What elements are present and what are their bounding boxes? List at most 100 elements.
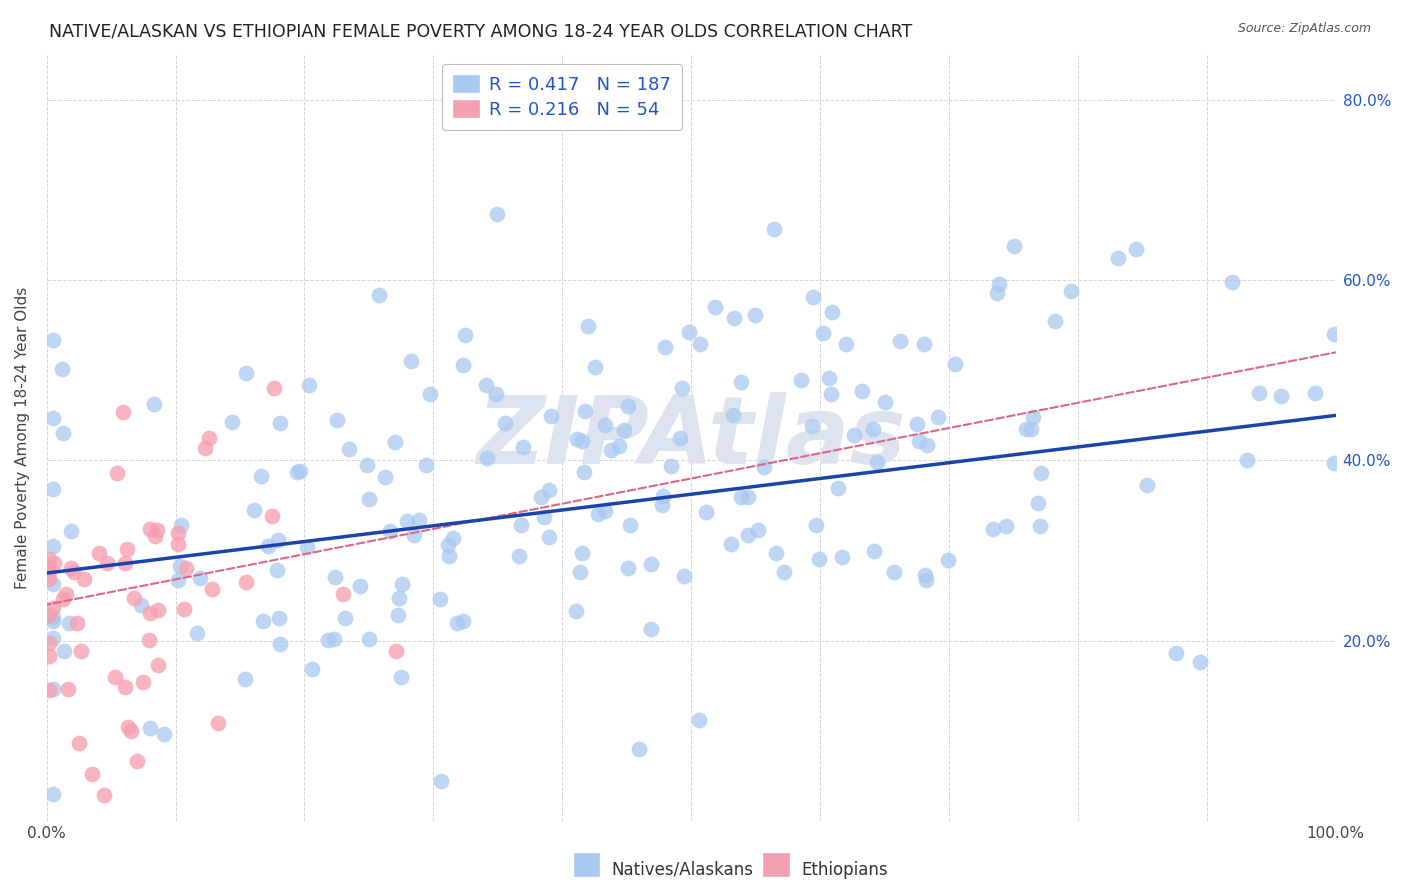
Point: [1270, 389, 1292, 403]
Point: [827, 481, 849, 495]
Point: [1236, 453, 1258, 467]
Point: [114, 556, 136, 570]
Point: [301, 662, 323, 676]
Point: [120, 723, 142, 738]
Point: [851, 384, 873, 398]
Point: [1249, 386, 1271, 401]
Point: [703, 300, 725, 314]
Point: [89, 546, 111, 560]
Point: [510, 518, 533, 533]
Point: [419, 386, 441, 401]
Point: [104, 670, 127, 684]
Point: [415, 458, 437, 472]
Point: [42, 682, 65, 697]
Point: [437, 549, 460, 564]
Point: [42, 556, 65, 570]
Point: [80, 767, 103, 781]
Point: [773, 566, 796, 580]
Point: [494, 416, 516, 430]
Point: [52, 592, 75, 607]
Y-axis label: Female Poverty Among 18-24 Year Olds: Female Poverty Among 18-24 Year Olds: [15, 287, 30, 589]
Point: [374, 470, 396, 484]
Point: [325, 569, 347, 583]
Point: [844, 428, 866, 442]
Point: [485, 386, 508, 401]
Point: [269, 637, 291, 651]
Point: [1322, 457, 1344, 471]
Point: [994, 519, 1017, 533]
Point: [533, 509, 555, 524]
Point: [42, 631, 65, 645]
Point: [454, 328, 477, 343]
Text: Source: ZipAtlas.com: Source: ZipAtlas.com: [1237, 22, 1371, 36]
Point: [389, 670, 412, 684]
Point: [41, 600, 63, 615]
Point: [326, 413, 349, 427]
Point: [628, 742, 651, 756]
Point: [385, 644, 408, 658]
Point: [430, 774, 453, 789]
Point: [600, 442, 623, 457]
Point: [402, 527, 425, 541]
Point: [943, 357, 966, 371]
Point: [475, 377, 498, 392]
Point: [873, 395, 896, 409]
Point: [988, 277, 1011, 292]
Point: [266, 533, 288, 548]
Point: [142, 397, 165, 411]
Point: [42, 333, 65, 347]
Point: [235, 366, 257, 380]
Point: [485, 206, 508, 220]
Point: [640, 557, 662, 571]
Point: [571, 546, 593, 560]
Point: [1136, 477, 1159, 491]
Point: [115, 541, 138, 556]
Point: [38, 565, 60, 579]
Point: [42, 609, 65, 624]
Point: [737, 528, 759, 542]
Point: [252, 614, 274, 628]
Point: [408, 513, 430, 527]
Point: [221, 415, 243, 429]
Point: [1019, 422, 1042, 436]
Point: [399, 353, 422, 368]
Point: [576, 319, 599, 334]
Point: [169, 558, 191, 573]
Point: [565, 432, 588, 446]
Point: [359, 632, 381, 647]
Point: [58, 615, 80, 630]
Point: [194, 441, 217, 455]
Point: [1125, 242, 1147, 256]
Point: [730, 491, 752, 505]
Point: [617, 399, 640, 413]
Point: [475, 451, 498, 466]
Point: [38, 572, 60, 586]
Point: [530, 491, 553, 505]
Point: [744, 309, 766, 323]
Point: [70, 644, 93, 658]
Point: [437, 538, 460, 552]
Point: [429, 592, 451, 607]
Point: [146, 603, 169, 617]
Point: [565, 604, 588, 618]
Point: [747, 523, 769, 537]
Point: [105, 467, 128, 481]
Point: [60, 524, 83, 538]
Point: [1026, 496, 1049, 510]
Point: [170, 518, 193, 533]
Point: [173, 602, 195, 616]
Point: [138, 607, 160, 621]
Point: [1220, 275, 1243, 289]
Point: [801, 290, 824, 304]
Point: [883, 565, 905, 579]
Point: [198, 430, 221, 444]
Point: [862, 422, 884, 436]
Point: [678, 325, 700, 339]
Point: [266, 563, 288, 577]
Point: [905, 417, 928, 432]
Point: [387, 608, 409, 623]
Point: [801, 418, 824, 433]
Point: [332, 587, 354, 601]
Point: [333, 611, 356, 625]
Point: [1043, 314, 1066, 328]
